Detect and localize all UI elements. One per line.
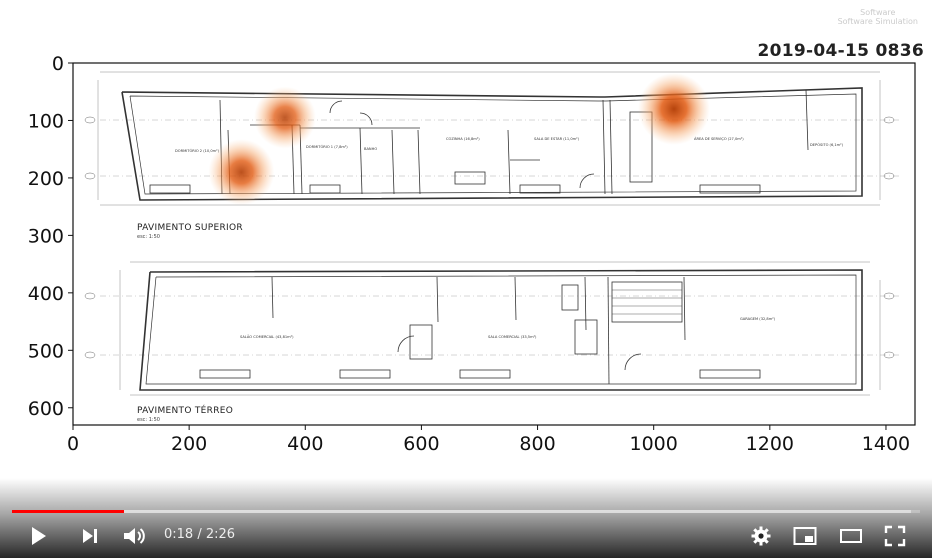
lower-floor-scale: esc: 1:50: [137, 417, 160, 423]
x-tick-label: 1200: [746, 433, 794, 455]
lower-floor: [100, 261, 900, 396]
room-label-upper: DEPÓSITO (6,1m²): [810, 142, 844, 147]
player-controls: 0:18 / 2:26: [0, 518, 932, 558]
gear-icon: [751, 526, 771, 546]
next-icon: [83, 529, 97, 543]
room-label-upper: SALA DE ESTAR (11,0m²): [534, 137, 580, 141]
heatmap-hotspot: [208, 139, 275, 206]
y-tick-label: 300: [28, 225, 64, 247]
theater-button[interactable]: [834, 518, 868, 554]
room-label-lower: SALÃO COMERCIAL (43,81m²): [240, 334, 294, 339]
fullscreen-icon: [884, 525, 906, 547]
y-tick-label: 200: [28, 168, 64, 190]
progress-bar[interactable]: [12, 510, 920, 513]
x-tick-label: 1000: [630, 433, 678, 455]
room-label-upper: ÁREA DE SERVIÇO (27,0m²): [694, 136, 744, 141]
time-display: 0:18 / 2:26: [164, 527, 235, 542]
x-tick-label: 0: [67, 433, 79, 455]
video-timestamp: 2019-04-15 0836: [757, 41, 924, 61]
heatmap-hotspot: [253, 86, 316, 149]
y-axis: 0 100 200 300 400 500 600: [28, 53, 73, 420]
axes-frame: [72, 62, 916, 426]
room-labels-lower: SALÃO COMERCIAL (43,81m²) SALA COMERCIAL…: [240, 317, 776, 339]
channel-watermark: Software Software Simulation: [838, 8, 918, 26]
miniplayer-icon: [793, 527, 817, 545]
y-tick-label: 100: [28, 110, 64, 132]
miniplayer-button[interactable]: [788, 518, 822, 554]
room-label-upper: DORMITÓRIO 1 (7,8m²): [306, 144, 348, 149]
y-tick-label: 400: [28, 283, 64, 305]
heatmap-hotspots: [208, 72, 711, 206]
y-tick-label: 500: [28, 340, 64, 362]
progress-loaded: [12, 510, 911, 513]
room-label-upper: COZINHA (16,8m²): [446, 137, 480, 141]
heatmap-hotspot: [638, 72, 711, 145]
room-labels-upper: DORMITÓRIO 2 (10,0m²) DORMITÓRIO 1 (7,8m…: [175, 136, 844, 153]
upper-floor-title: PAVIMENTO SUPERIOR: [137, 223, 243, 233]
x-tick-label: 400: [287, 433, 323, 455]
next-button[interactable]: [72, 518, 108, 554]
play-button[interactable]: [20, 518, 56, 554]
fullscreen-button[interactable]: [878, 518, 912, 554]
y-tick-label: 600: [28, 398, 64, 420]
room-label-upper: DORMITÓRIO 2 (10,0m²): [175, 148, 220, 153]
x-axis: 0 200 400 600 800 1000 1200 1400: [67, 425, 910, 455]
play-icon: [32, 527, 46, 545]
y-tick-label: 0: [52, 53, 64, 75]
current-time: 0:18: [164, 527, 194, 542]
settings-button[interactable]: [744, 518, 778, 554]
room-label-lower: SALA COMERCIAL (33,5m²): [488, 335, 537, 339]
x-tick-label: 1400: [862, 433, 910, 455]
upper-floor-scale: esc: 1:50: [137, 234, 160, 240]
room-label-lower: GARAGEM (32,8m²): [740, 317, 776, 321]
lower-floor-title: PAVIMENTO TÉRREO: [137, 404, 233, 416]
volume-icon: [124, 528, 145, 544]
duration: 2:26: [205, 527, 236, 542]
x-tick-label: 800: [519, 433, 555, 455]
room-label-upper: BANHO: [364, 147, 377, 151]
watermark-line: Software Simulation: [837, 17, 918, 26]
watermark-line: Software: [860, 8, 896, 17]
x-tick-label: 600: [403, 433, 439, 455]
progress-played: [12, 510, 124, 513]
x-tick-label: 200: [171, 433, 207, 455]
theater-icon: [840, 529, 862, 543]
time-separator: /: [193, 527, 206, 542]
volume-button[interactable]: [116, 518, 152, 554]
